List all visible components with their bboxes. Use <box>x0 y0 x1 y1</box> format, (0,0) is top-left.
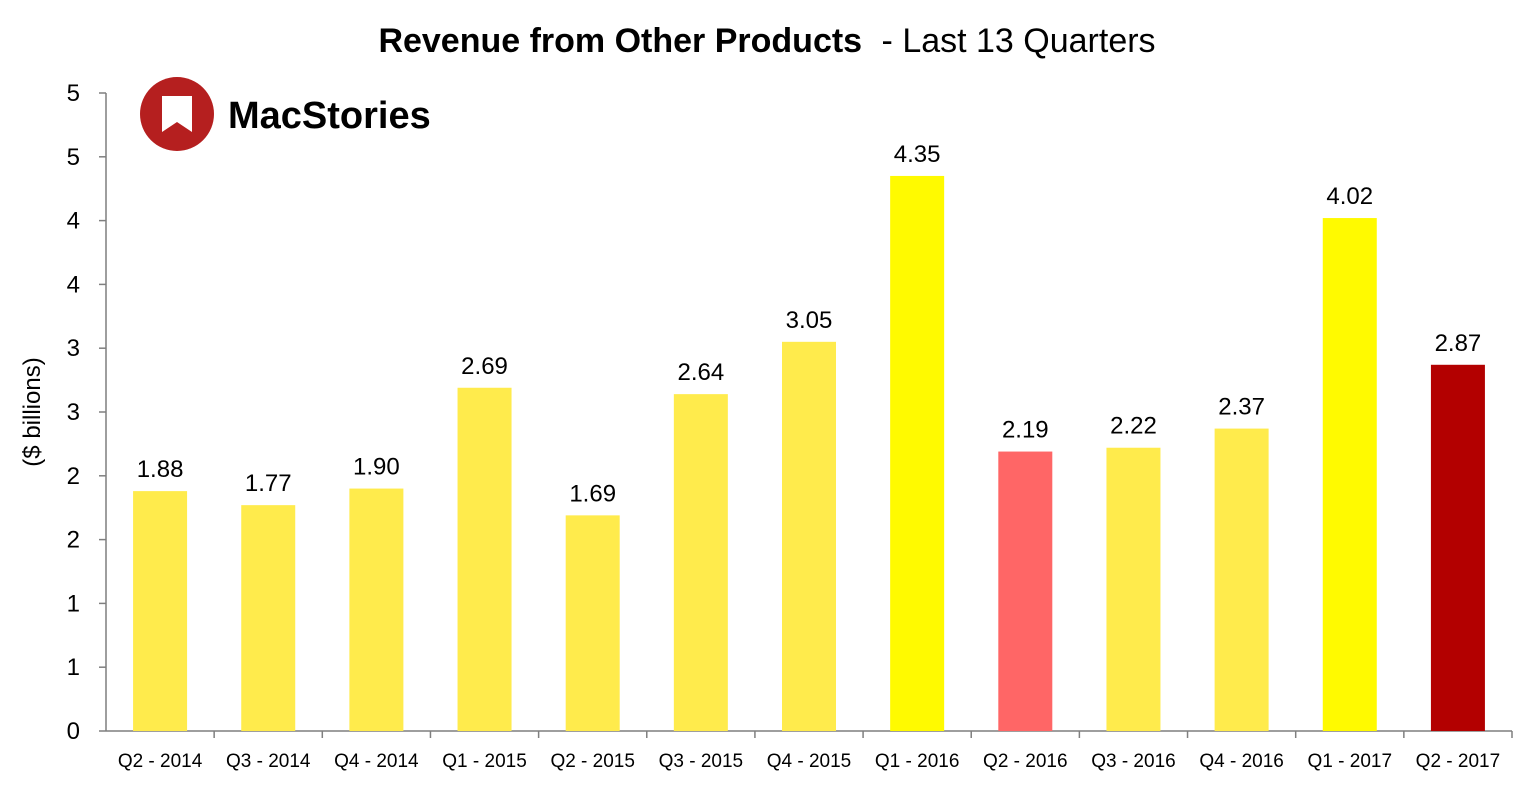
y-tick-label: 3 <box>67 399 80 426</box>
bar <box>565 515 620 731</box>
x-tick-label: Q3 - 2015 <box>659 751 744 772</box>
x-tick-label: Q1 - 2015 <box>442 751 527 772</box>
value-labels: 1.88 1.77 1.90 2.69 1.69 2.64 3.05 4.35 2.19 2.22… <box>137 141 1482 507</box>
bar <box>241 505 296 731</box>
x-axis-labels: Q2 - 2014 Q3 - 2014 Q4 - 2014 Q1 - 2015 Q2 -… <box>118 731 1513 772</box>
bar <box>890 175 945 731</box>
x-tick-label: Q3 - 2014 <box>226 751 311 772</box>
y-axis-label: ($ billions) <box>19 357 46 466</box>
x-tick-label: Q2 - 2015 <box>550 751 635 772</box>
bar <box>133 491 188 731</box>
bar <box>1106 447 1161 731</box>
x-tick-label: Q2 - 2016 <box>983 751 1068 772</box>
bar <box>1430 364 1485 731</box>
bar-value-label: 1.90 <box>353 454 400 481</box>
bar <box>349 488 404 731</box>
y-tick-label: 1 <box>67 654 80 681</box>
bar-value-label: 2.19 <box>1002 417 1049 444</box>
bar-value-label: 2.64 <box>677 359 724 386</box>
logo-text: MacStories <box>228 95 431 137</box>
bar-value-label: 2.22 <box>1110 413 1157 440</box>
y-tick-label: 5 <box>67 144 80 171</box>
x-tick-label: Q4 - 2014 <box>334 751 419 772</box>
chart-title-subtitle: - Last 13 Quarters <box>882 22 1156 60</box>
y-axis-ticks: 0 1 1 2 2 3 3 4 4 5 5 <box>67 80 106 745</box>
y-tick-label: 4 <box>67 271 80 298</box>
y-tick-label: 1 <box>67 590 80 617</box>
chart-title: Revenue from Other Products - Last 13 Qu… <box>378 22 1155 60</box>
bar-value-label: 3.05 <box>786 307 833 334</box>
bar-value-label: 2.37 <box>1218 394 1265 421</box>
macstories-logo: MacStories <box>140 77 431 151</box>
x-tick-label: Q4 - 2015 <box>767 751 852 772</box>
bookmark-icon <box>162 96 192 132</box>
y-tick-label: 4 <box>67 208 80 235</box>
bar-value-label: 2.87 <box>1435 330 1482 357</box>
chart-title-main: Revenue from Other Products <box>378 22 862 60</box>
bar-value-label: 4.02 <box>1326 183 1373 210</box>
bar <box>1214 428 1269 731</box>
x-tick-label: Q4 - 2016 <box>1199 751 1284 772</box>
bar-value-label: 1.88 <box>137 456 184 483</box>
y-tick-label: 5 <box>67 80 80 107</box>
x-tick-label: Q1 - 2016 <box>875 751 960 772</box>
y-tick-label: 2 <box>67 463 80 490</box>
y-tick-label: 0 <box>67 718 80 745</box>
bar <box>998 451 1053 731</box>
x-tick-label: Q2 - 2014 <box>118 751 203 772</box>
bar-value-label: 1.69 <box>569 480 616 507</box>
bar-value-label: 2.69 <box>461 353 508 380</box>
x-tick-label: Q2 - 2017 <box>1416 751 1501 772</box>
y-tick-label: 3 <box>67 335 80 362</box>
bar <box>457 387 512 731</box>
bar <box>673 394 728 731</box>
y-tick-label: 2 <box>67 527 80 554</box>
bar <box>1322 218 1377 732</box>
bar <box>782 341 836 731</box>
bars <box>133 175 1485 732</box>
bar-value-label: 4.35 <box>894 141 941 168</box>
bar-value-label: 1.77 <box>245 470 292 497</box>
x-tick-label: Q3 - 2016 <box>1091 751 1176 772</box>
x-tick-label: Q1 - 2017 <box>1308 751 1393 772</box>
